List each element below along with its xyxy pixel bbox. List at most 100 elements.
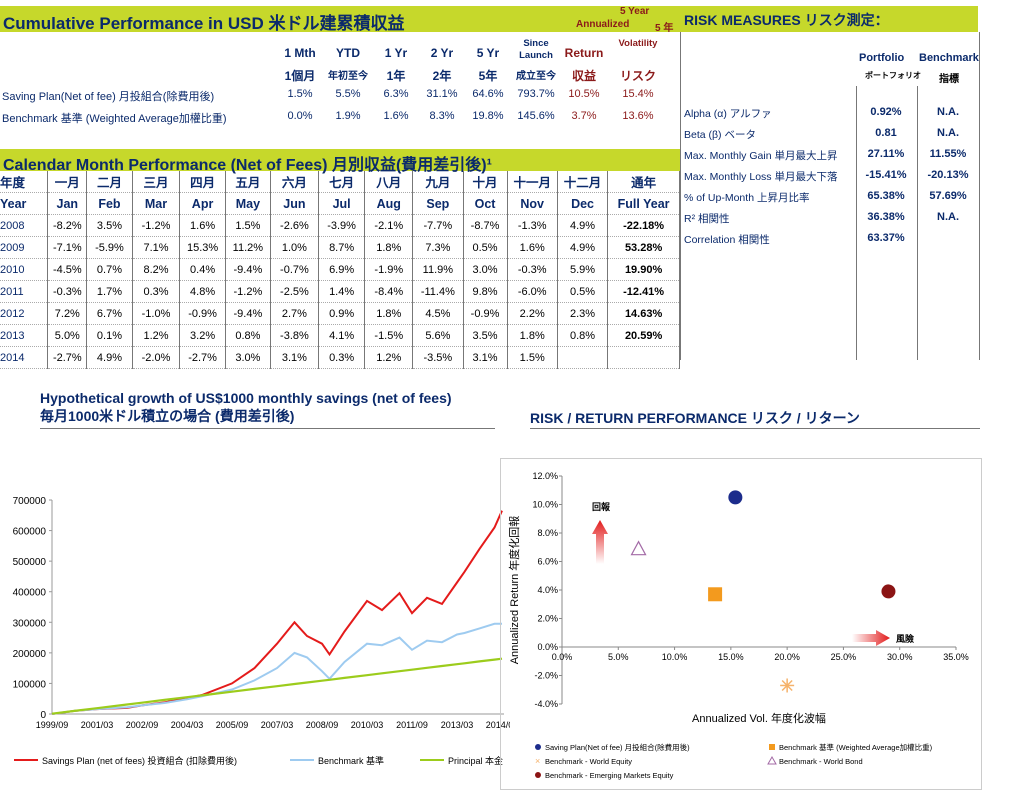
calendar-year: 2008 bbox=[0, 214, 49, 237]
calendar-row: 2010 -4.5% 0.7% 8.2% 0.4% -9.4% -0.7% 6.9% -1.9%… bbox=[0, 258, 680, 281]
y-tick-label: 12.0% bbox=[532, 471, 558, 481]
x-tick-label: 30.0% bbox=[887, 652, 913, 662]
risk-measures-title: RISK MEASURES リスク測定： bbox=[684, 12, 889, 28]
calendar-cell: 11.9% bbox=[412, 258, 464, 281]
calendar-cell: -3.5% bbox=[412, 346, 464, 369]
calendar-cell: 1.5% bbox=[507, 346, 558, 369]
calendar-head-cell: May bbox=[225, 192, 272, 215]
legend-label: Savings Plan (net of fees) 投資組合 (扣除費用後) bbox=[42, 755, 237, 766]
risk-row-portfolio: 0.81 bbox=[875, 127, 897, 139]
calendar-cell: -0.9% bbox=[179, 302, 226, 325]
scatter-point-4 bbox=[881, 584, 896, 599]
risk-row-label: Beta (β) ベータ bbox=[684, 129, 756, 141]
risk-arrow bbox=[852, 630, 890, 646]
calendar-cell: -2.7% bbox=[47, 346, 88, 369]
x-tick-label: 2010/03 bbox=[351, 720, 384, 730]
y-tick-label: 300000 bbox=[13, 618, 47, 629]
calendar-cell: 11.2% bbox=[225, 236, 272, 259]
calendar-head-cell: 八月 bbox=[364, 171, 414, 193]
perf-column-headers: 1 Mth 1個月 YTD 年初至今 1 Yr 1年 2 Yr 2年 5 Yr 5年 Since L… bbox=[280, 36, 680, 83]
calendar-cell: 3.1% bbox=[463, 346, 508, 369]
risk-col-portfolio-jp: ポートフォリオ bbox=[865, 71, 921, 80]
calendar-cell: -0.9% bbox=[463, 302, 508, 325]
x-tick-label: 2002/09 bbox=[126, 720, 159, 730]
calendar-full-year: -12.41% bbox=[607, 280, 680, 303]
y-tick-label: 0.0% bbox=[537, 642, 558, 652]
calendar-table: 年度 一月 二月 三月 四月 五月 六月 七月 八月 九月 十月 十一月 十二月 通年 Year Jan Feb… bbox=[0, 171, 680, 369]
perf-col-jp: 成立至今 bbox=[516, 71, 556, 82]
five-year-jp: 5 年 bbox=[655, 23, 674, 34]
y-tick-label: -2.0% bbox=[534, 671, 558, 681]
perf-cell: 13.6% bbox=[622, 110, 654, 122]
calendar-head-cell: 十一月 bbox=[507, 171, 558, 193]
calendar-head-en: Year Jan Feb Mar Apr May Jun Jul Aug Sep Oct Nov Dec… bbox=[0, 192, 680, 215]
legend-marker bbox=[535, 744, 541, 750]
x-tick-label: 2013/03 bbox=[441, 720, 474, 730]
calendar-cell: 3.2% bbox=[179, 324, 226, 347]
calendar-head-jp: 年度 一月 二月 三月 四月 五月 六月 七月 八月 九月 十月 十一月 十二月 通年 bbox=[0, 171, 680, 193]
calendar-row: 2014 -2.7% 4.9% -2.0% -2.7% 3.0% 3.1% 0.3% 1.2% -… bbox=[0, 346, 680, 369]
risk-measures-table: Portfolio Benchmark ポートフォリオ 指標 Alpha (α)… bbox=[680, 32, 980, 360]
perf-cell: 1.6% bbox=[383, 110, 409, 122]
calendar-head-cell: 十月 bbox=[463, 171, 508, 193]
calendar-head-cell: 六月 bbox=[270, 171, 319, 193]
calendar-cell: 0.8% bbox=[225, 324, 272, 347]
calendar-cell: 7.3% bbox=[412, 236, 464, 259]
calendar-cell: 1.2% bbox=[132, 324, 181, 347]
series-line-2 bbox=[51, 657, 503, 715]
x-tick-label: 1999/09 bbox=[36, 720, 69, 730]
calendar-cell: 3.5% bbox=[86, 214, 133, 237]
perf-col-en: Volatility bbox=[618, 38, 658, 49]
perf-col-jp: 1個月 bbox=[284, 69, 316, 83]
legend-label: Benchmark - World Equity bbox=[545, 757, 632, 766]
calendar-cell: -2.0% bbox=[132, 346, 181, 369]
legend-label: Benchmark - Emerging Markets Equity bbox=[545, 771, 674, 780]
calendar-row: 2008 -8.2% 3.5% -1.2% 1.6% 1.5% -2.6% -3.9% -2.1… bbox=[0, 214, 680, 237]
calendar-head-cell: 三月 bbox=[132, 171, 181, 193]
calendar-head-cell: Apr bbox=[179, 192, 226, 215]
calendar-cell: 2.7% bbox=[270, 302, 319, 325]
x-tick-label: 5.0% bbox=[608, 652, 629, 662]
calendar-cell: 0.5% bbox=[463, 236, 508, 259]
perf-col-en: 5 Yr bbox=[476, 46, 500, 60]
calendar-cell: 3.1% bbox=[270, 346, 319, 369]
calendar-head-cell: 九月 bbox=[412, 171, 464, 193]
calendar-cell: 6.9% bbox=[318, 258, 366, 281]
x-tick-label: 0.0% bbox=[552, 652, 573, 662]
calendar-head-cell: Aug bbox=[364, 192, 414, 215]
calendar-head-cell: Jul bbox=[318, 192, 366, 215]
calendar-full-year bbox=[607, 346, 680, 369]
risk-row-benchmark: N.A. bbox=[937, 127, 959, 139]
calendar-cell: 1.2% bbox=[364, 346, 414, 369]
calendar-cell: 1.5% bbox=[225, 214, 272, 237]
risk-row-benchmark: 11.55% bbox=[929, 148, 967, 160]
perf-col-en: YTD bbox=[336, 46, 360, 60]
series-line-1 bbox=[51, 622, 502, 715]
calendar-cell: 4.5% bbox=[412, 302, 464, 325]
calendar-head-cell: Sep bbox=[412, 192, 464, 215]
calendar-head-cell: Mar bbox=[132, 192, 181, 215]
legend-marker: × bbox=[535, 756, 540, 766]
calendar-cell: 2.2% bbox=[507, 302, 558, 325]
calendar-row: 2011 -0.3% 1.7% 0.3% 4.8% -1.2% -2.5% 1.4% -8.4%… bbox=[0, 280, 680, 303]
calendar-cell: 1.8% bbox=[507, 324, 558, 347]
perf-col-jp: 5年 bbox=[478, 69, 498, 83]
calendar-cell: -0.3% bbox=[507, 258, 558, 281]
calendar-cell: -2.1% bbox=[364, 214, 414, 237]
calendar-cell: 8.7% bbox=[318, 236, 366, 259]
scatter-point-1 bbox=[708, 587, 723, 602]
calendar-cell: -6.0% bbox=[507, 280, 558, 303]
risk-row-label: R² 相関性 bbox=[684, 213, 730, 225]
risk-row-label: Max. Monthly Loss 単月最大下落 bbox=[684, 171, 838, 183]
perf-col-en: Since Launch bbox=[519, 38, 553, 61]
calendar-full-year: 19.90% bbox=[607, 258, 680, 281]
calendar-head-cell: 通年 bbox=[607, 171, 680, 193]
calendar-head-cell: 七月 bbox=[318, 171, 366, 193]
calendar-cell: 15.3% bbox=[179, 236, 226, 259]
calendar-cell: 6.7% bbox=[86, 302, 133, 325]
perf-row-name: Saving Plan(Net of fee) 月投組合(除費用後) bbox=[2, 91, 215, 103]
perf-cell: 8.3% bbox=[429, 110, 455, 122]
y-tick-label: 100000 bbox=[13, 679, 47, 690]
x-tick-label: 2001/03 bbox=[81, 720, 114, 730]
calendar-head-cell: Dec bbox=[557, 192, 609, 215]
